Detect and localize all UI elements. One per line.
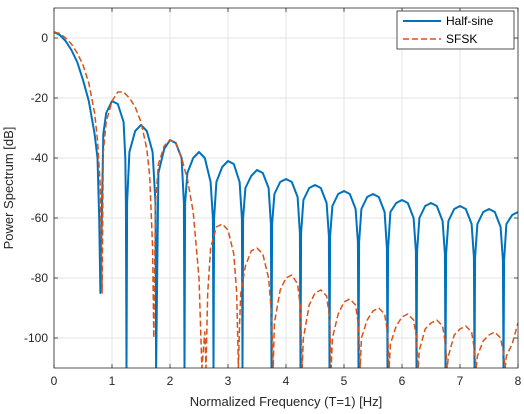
x-tick-label: 3 xyxy=(225,374,232,388)
x-tick-label: 2 xyxy=(167,374,174,388)
y-tick-label: -100 xyxy=(24,331,48,345)
x-tick-label: 6 xyxy=(399,374,406,388)
y-tick-label: -40 xyxy=(31,151,49,165)
y-tick-label: -80 xyxy=(31,271,49,285)
series-line-half-sine xyxy=(54,31,518,368)
x-tick-label: 5 xyxy=(341,374,348,388)
x-tick-label: 4 xyxy=(283,374,290,388)
x-tick-label: 0 xyxy=(51,374,58,388)
series-line-sfsk xyxy=(54,31,518,368)
y-tick-label: 0 xyxy=(41,31,48,45)
legend: Half-sine SFSK xyxy=(396,10,515,50)
x-tick-label: 1 xyxy=(109,374,116,388)
x-tick-label: 7 xyxy=(457,374,464,388)
legend-label-sfsk: SFSK xyxy=(446,32,477,46)
x-axis-label: Normalized Frequency (T=1) [Hz] xyxy=(190,394,383,409)
y-tick-label: -20 xyxy=(31,91,49,105)
ticks: 0 1 2 3 4 5 6 7 8 0 -20 -40 -60 -80 -100 xyxy=(24,8,522,388)
legend-label-half-sine: Half-sine xyxy=(446,14,494,28)
x-tick-label: 8 xyxy=(515,374,522,388)
y-tick-label: -60 xyxy=(31,211,49,225)
legend-box xyxy=(396,10,515,50)
plot-lines xyxy=(54,31,518,368)
y-axis-label: Power Spectrum [dB] xyxy=(1,127,16,250)
